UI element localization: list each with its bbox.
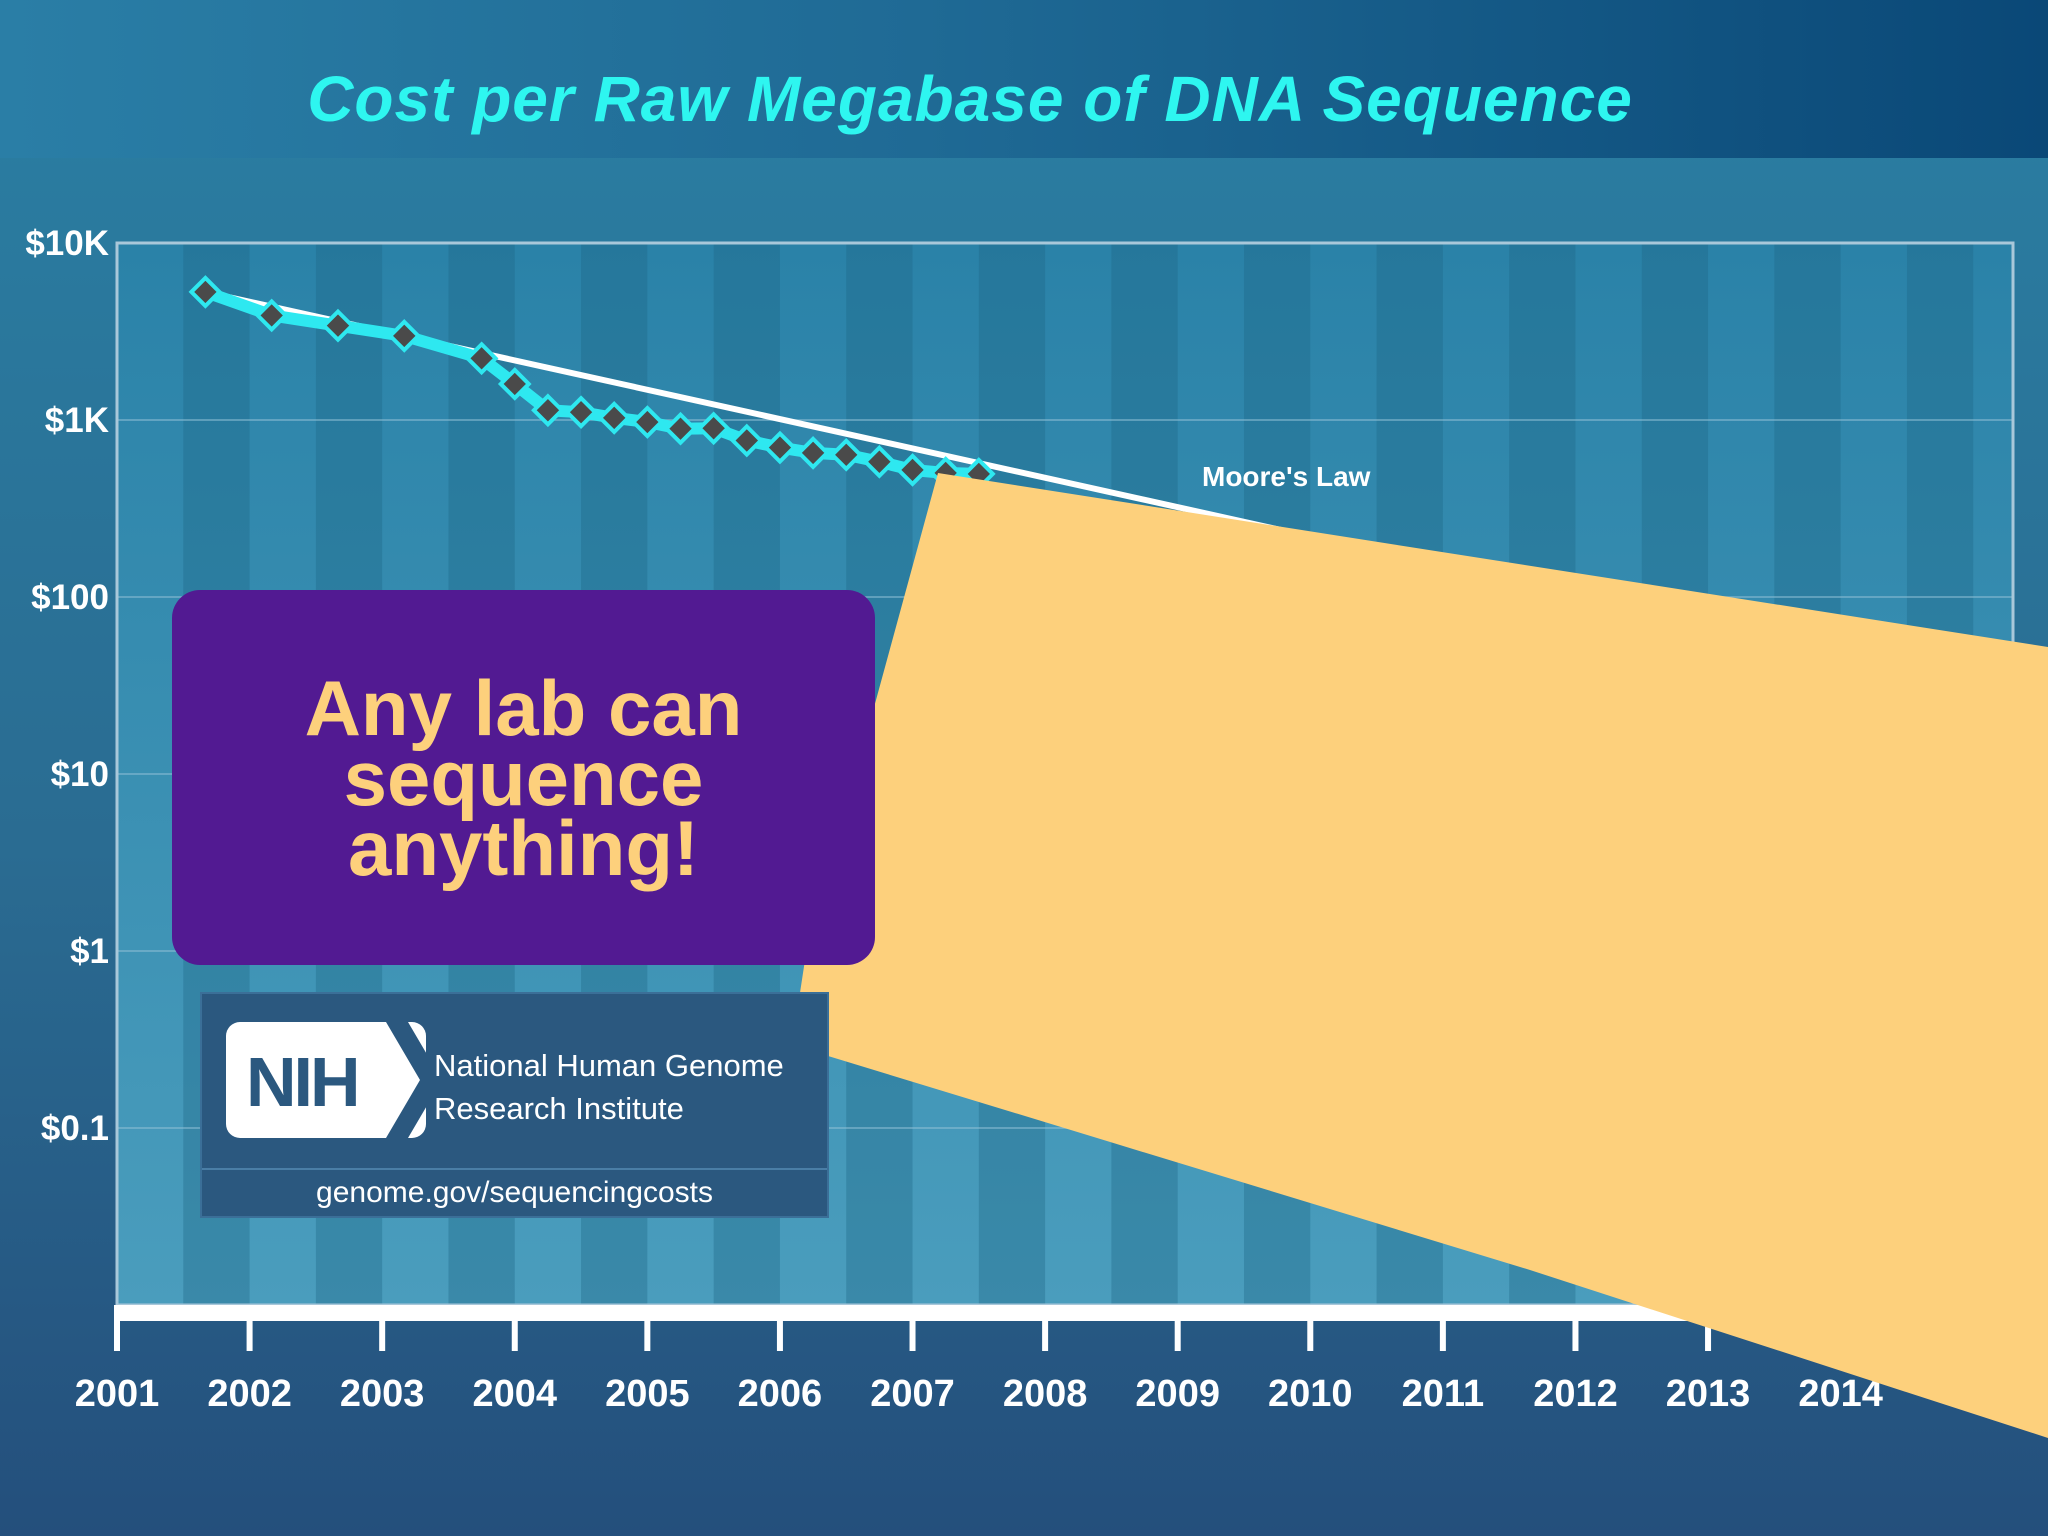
y-tick-labels: $10K $1K $100 $10 $1 $0.1 xyxy=(25,224,109,1148)
cost-point xyxy=(387,319,422,353)
sequencing-cost-series xyxy=(188,275,996,491)
cost-point xyxy=(464,341,499,376)
x-tick-label: 2004 xyxy=(472,1373,557,1415)
cost-point xyxy=(829,437,864,472)
y-tick-label: $1K xyxy=(45,401,109,440)
moores-law-label: Moore's Law xyxy=(1202,461,1371,492)
cost-point xyxy=(630,405,665,439)
title-band xyxy=(0,0,2048,158)
cost-point xyxy=(531,393,565,428)
x-tick-label: 2003 xyxy=(340,1373,425,1415)
cost-point xyxy=(796,436,830,470)
x-tick-labels: 2001 2002 2003 2004 2005 2006 2007 2008 2009 2010… xyxy=(75,1373,1883,1415)
cost-point xyxy=(663,411,698,446)
y-tick-label: $10K xyxy=(25,224,109,263)
cost-point xyxy=(254,298,289,333)
x-tick-label: 2001 xyxy=(75,1373,160,1415)
nih-logo-text: NIH xyxy=(246,1043,361,1121)
x-tick-label: 2007 xyxy=(870,1373,955,1415)
x-tick-label: 2014 xyxy=(1798,1373,1883,1415)
callout-box: Any lab can sequence anything! xyxy=(172,590,875,965)
cost-point xyxy=(763,430,797,465)
cost-point xyxy=(895,453,930,487)
y-tick-label: $100 xyxy=(31,578,109,617)
y-tick-label: $0.1 xyxy=(41,1109,109,1148)
institute-name-line2: Research Institute xyxy=(434,1091,684,1126)
institute-name: National Human Genome Research Institute xyxy=(434,1044,824,1130)
y-tick-label: $1 xyxy=(70,932,109,971)
cost-point xyxy=(597,401,632,435)
x-tick-label: 2006 xyxy=(738,1373,823,1415)
source-url: genome.gov/sequencingcosts xyxy=(316,1176,713,1209)
x-axis-band xyxy=(117,1305,2013,1321)
institute-name-line1: National Human Genome xyxy=(434,1048,784,1083)
cost-point xyxy=(696,411,731,446)
cost-point xyxy=(862,444,897,479)
cost-point xyxy=(188,275,223,309)
cost-point xyxy=(321,308,355,343)
banner-divider xyxy=(202,1168,827,1170)
x-tick-label: 2012 xyxy=(1533,1373,1618,1415)
x-tick-label: 2002 xyxy=(207,1373,292,1415)
callout-text: Any lab can sequence anything! xyxy=(304,663,743,892)
x-tick-label: 2005 xyxy=(605,1373,690,1415)
chevron-right-icon xyxy=(386,1022,442,1138)
cost-point xyxy=(564,395,598,430)
nih-logo: NIH xyxy=(226,1022,442,1138)
x-tick-label: 2011 xyxy=(1402,1373,1484,1415)
nih-banner: NIH National Human Genome Research Insti… xyxy=(200,992,829,1218)
x-tick-label: 2010 xyxy=(1268,1373,1353,1415)
yellow-overlay-shape xyxy=(792,473,2048,1438)
chart-title: Cost per Raw Megabase of DNA Sequence xyxy=(307,63,1633,135)
x-tick-label: 2009 xyxy=(1135,1373,1220,1415)
x-tick-label: 2008 xyxy=(1003,1373,1088,1415)
x-tick-label: 2013 xyxy=(1666,1373,1751,1415)
cost-point xyxy=(497,367,532,401)
y-tick-label: $10 xyxy=(51,755,109,794)
cost-point xyxy=(729,423,764,458)
